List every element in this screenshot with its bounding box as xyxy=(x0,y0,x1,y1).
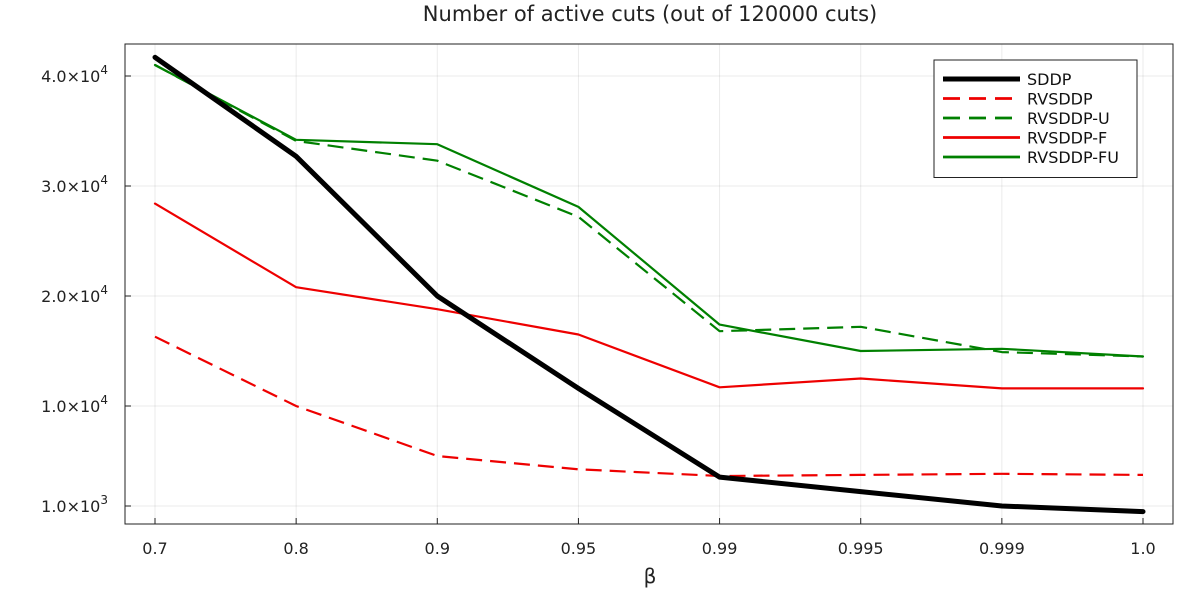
legend-label-sddp: SDDP xyxy=(1027,70,1072,89)
series-line-sddp xyxy=(152,54,1146,515)
series-line-rvsddp-f xyxy=(153,202,1145,390)
plot-frame xyxy=(124,43,1174,525)
series-line-rvsddp xyxy=(154,335,1144,478)
x-axis-label: β xyxy=(644,564,657,588)
legend-label-rvsddp-fu: RVSDDP-FU xyxy=(1027,148,1119,167)
x-tick-label: 0.95 xyxy=(561,539,597,558)
x-tick-label: 0.995 xyxy=(838,539,884,558)
y-tick-label: 4.0×104 xyxy=(41,63,108,86)
x-tick-label: 0.999 xyxy=(979,539,1025,558)
y-tick-label: 2.0×104 xyxy=(41,283,108,306)
legend-label-rvsddp-u: RVSDDP-U xyxy=(1027,109,1110,128)
y-tick-label: 1.0×104 xyxy=(41,393,108,416)
series-line-rvsddp-fu xyxy=(153,63,1145,358)
y-tick-label: 3.0×104 xyxy=(41,173,108,196)
x-tick-label: 1.0 xyxy=(1130,539,1155,558)
x-axis-ticks: 0.7 0.8 0.9 0.95 0.99 0.995 0.999 1.0 xyxy=(142,518,1156,558)
legend-label-rvsddp: RVSDDP xyxy=(1027,90,1093,109)
series-group xyxy=(152,54,1146,515)
chart-title: Number of active cuts (out of 120000 cut… xyxy=(423,2,877,26)
y-tick-label: 1.0×103 xyxy=(41,493,108,516)
x-tick-label: 0.9 xyxy=(425,539,450,558)
x-tick-label: 0.99 xyxy=(702,539,738,558)
y-axis-ticks: 1.0×103 1.0×104 2.0×104 3.0×104 4.0×104 xyxy=(41,63,131,516)
series-line-rvsddp-u xyxy=(154,64,1144,358)
x-tick-label: 0.7 xyxy=(142,539,167,558)
legend-label-rvsddp-f: RVSDDP-F xyxy=(1027,129,1107,148)
x-tick-label: 0.8 xyxy=(283,539,308,558)
